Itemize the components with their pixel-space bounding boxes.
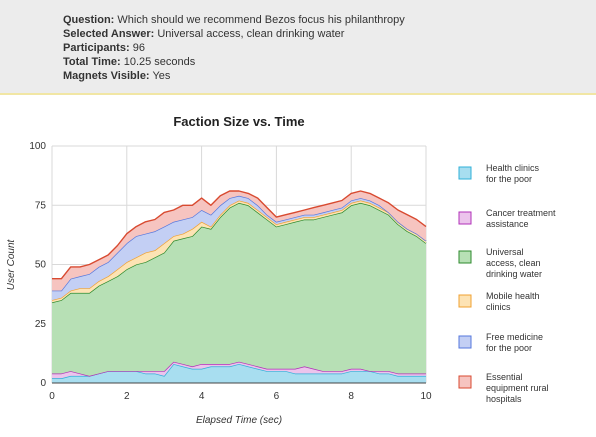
question-text: Which should we recommend Bezos focus hi… xyxy=(117,14,405,26)
area-series-2 xyxy=(52,361,426,379)
chart-legend: Health clinics for the poor Cancer treatme… xyxy=(458,163,556,404)
legend-item-5: Free medicine for the poor xyxy=(458,332,543,353)
legend-swatch xyxy=(458,211,472,225)
chart-areas xyxy=(51,190,427,383)
magnets-visible-row: Magnets Visible: Yes xyxy=(63,70,170,82)
total-time-row: Total Time: 10.25 seconds xyxy=(63,56,195,68)
y-tick-label: 100 xyxy=(29,141,46,152)
panel-divider xyxy=(0,93,596,95)
y-tick-label: 0 xyxy=(40,378,46,389)
y-axis-label: User Count xyxy=(6,238,17,290)
legend-swatch xyxy=(458,166,472,180)
line-series-6 xyxy=(52,190,427,280)
participants-value: 96 xyxy=(132,42,145,54)
legend-label: Essential equipment rural hospitals xyxy=(486,372,549,404)
legend-item-3: Universal access, clean drinking water xyxy=(458,247,542,279)
question-row: Question: Which should we recommend Bezo… xyxy=(63,14,405,26)
legend-item-6: Essential equipment rural hospitals xyxy=(458,372,549,404)
selected-answer-text: Universal access, clean drinking water xyxy=(157,28,345,40)
x-axis-label: Elapsed Time (sec) xyxy=(196,415,282,426)
question-label: Question: xyxy=(63,14,115,26)
area-series-5 xyxy=(52,195,426,301)
legend-label: Cancer treatment assistance xyxy=(486,208,556,229)
y-tick-label: 50 xyxy=(35,260,47,271)
participants-label: Participants: xyxy=(63,42,130,54)
chart-title: Faction Size vs. Time xyxy=(173,114,304,129)
area-series-1 xyxy=(52,364,426,383)
area-series-6 xyxy=(52,191,426,291)
legend-swatch xyxy=(458,375,472,389)
magnets-visible-value: Yes xyxy=(152,70,171,82)
x-tick-label: 0 xyxy=(49,391,55,402)
selected-answer-row: Selected Answer: Universal access, clean… xyxy=(63,28,344,40)
legend-swatch xyxy=(458,294,472,308)
legend-item-4: Mobile health clinics xyxy=(458,291,540,312)
participants-row: Participants: 96 xyxy=(63,42,145,54)
y-tick-label: 75 xyxy=(35,200,47,211)
magnets-visible-label: Magnets Visible: xyxy=(63,70,150,82)
area-series-4 xyxy=(52,200,426,303)
legend-item-2: Cancer treatment assistance xyxy=(458,208,556,229)
legend-label: Mobile health clinics xyxy=(486,291,540,312)
y-tick-label: 25 xyxy=(35,319,47,330)
total-time-label: Total Time: xyxy=(63,56,121,68)
chart-axes: 0 25 50 75 100 0 2 4 6 8 10 xyxy=(29,141,432,402)
legend-label: Free medicine for the poor xyxy=(486,332,543,353)
legend-item-1: Health clinics for the poor xyxy=(458,163,540,184)
x-tick-label: 2 xyxy=(124,391,130,402)
legend-label: Health clinics for the poor xyxy=(486,163,540,184)
area-series-3 xyxy=(52,202,426,376)
x-tick-label: 10 xyxy=(420,391,432,402)
x-tick-label: 4 xyxy=(199,391,205,402)
legend-swatch xyxy=(458,335,472,349)
legend-swatch xyxy=(458,250,472,264)
question-info-panel: Question: Which should we recommend Bezo… xyxy=(0,0,596,93)
x-tick-label: 6 xyxy=(274,391,280,402)
x-tick-label: 8 xyxy=(348,391,354,402)
selected-answer-label: Selected Answer: xyxy=(63,28,155,40)
legend-label: Universal access, clean drinking water xyxy=(486,247,542,279)
total-time-value: 10.25 seconds xyxy=(123,56,196,68)
